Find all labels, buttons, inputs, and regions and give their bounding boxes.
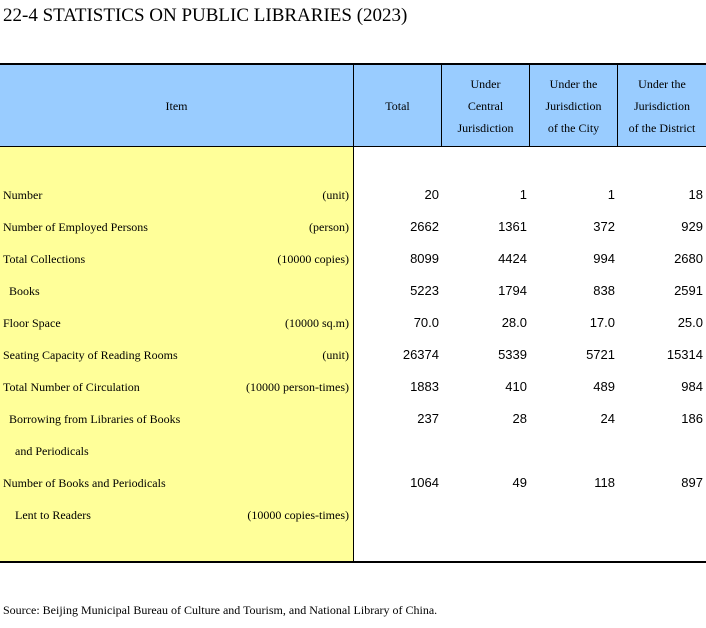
cell-central: 1361 bbox=[498, 219, 527, 234]
cell-city: 489 bbox=[593, 379, 615, 394]
row-unit: (10000 copies-times) bbox=[247, 508, 349, 522]
cell-city: 118 bbox=[594, 475, 615, 490]
cell-total: 237 bbox=[417, 411, 439, 426]
row-label: Number of Books and Periodicals bbox=[3, 476, 166, 490]
cell-district: 897 bbox=[681, 475, 703, 490]
page-title: 22-4 STATISTICS ON PUBLIC LIBRARIES (202… bbox=[3, 5, 408, 26]
cell-total: 1883 bbox=[410, 379, 439, 394]
row-label: Borrowing from Libraries of Books bbox=[9, 412, 181, 426]
cell-district: 18 bbox=[688, 187, 703, 202]
table-row: Lent to Readers (10000 copies-times) bbox=[0, 504, 706, 526]
cell-city: 1 bbox=[607, 187, 615, 202]
cell-total: 20 bbox=[424, 187, 439, 202]
cell-total: 8099 bbox=[410, 251, 439, 266]
cell-central: 410 bbox=[505, 379, 527, 394]
header-city: Under the Jurisdiction of the City bbox=[545, 76, 602, 135]
table-row: Number (unit) 20 1 1 18 bbox=[0, 184, 706, 206]
cell-total: 5223 bbox=[410, 283, 439, 298]
row-label: Number of Employed Persons bbox=[3, 220, 148, 234]
row-unit: (unit) bbox=[322, 188, 349, 202]
row-unit: (person) bbox=[309, 220, 349, 234]
row-unit: (unit) bbox=[322, 348, 349, 362]
column-divider bbox=[529, 65, 530, 147]
cell-central: 1794 bbox=[498, 283, 527, 298]
row-label: Total Collections bbox=[3, 252, 86, 266]
row-label: Total Number of Circulation bbox=[3, 380, 140, 394]
cell-district: 186 bbox=[681, 411, 703, 426]
row-unit: (10000 copies) bbox=[277, 252, 349, 266]
item-column-background bbox=[0, 147, 353, 561]
source-note: Source: Beijing Municipal Bureau of Cult… bbox=[3, 603, 438, 617]
cell-central: 28 bbox=[512, 411, 527, 426]
table-row: Seating Capacity of Reading Rooms (unit)… bbox=[0, 344, 706, 366]
cell-district: 15314 bbox=[666, 347, 703, 362]
row-label: Books bbox=[9, 284, 40, 298]
cell-total: 26374 bbox=[402, 347, 439, 362]
row-label: Floor Space bbox=[3, 316, 61, 330]
row-label: and Periodicals bbox=[15, 444, 89, 458]
header-item: Item bbox=[165, 98, 188, 113]
cell-city: 994 bbox=[593, 251, 615, 266]
cell-central: 49 bbox=[512, 475, 527, 490]
row-unit: (10000 sq.m) bbox=[285, 316, 349, 330]
table-top-rule bbox=[0, 63, 706, 65]
table-row: Total Number of Circulation (10000 perso… bbox=[0, 376, 706, 398]
cell-central: 4424 bbox=[498, 251, 527, 266]
row-unit: (10000 person-times) bbox=[246, 380, 349, 394]
cell-central: 1 bbox=[519, 187, 527, 202]
header-total: Total bbox=[385, 98, 410, 113]
row-label: Lent to Readers bbox=[15, 508, 91, 522]
table-row: Number of Employed Persons (person) 2662… bbox=[0, 216, 706, 238]
cell-district: 2680 bbox=[674, 251, 703, 266]
header-district: Under the Jurisdiction of the District bbox=[628, 76, 696, 135]
cell-city: 372 bbox=[593, 219, 615, 234]
row-label: Number bbox=[3, 188, 43, 202]
table-row: Total Collections (10000 copies) 8099 44… bbox=[0, 248, 706, 270]
row-label: Seating Capacity of Reading Rooms bbox=[3, 348, 178, 362]
header-central: Under Central Jurisdiction bbox=[457, 76, 514, 135]
table-bottom-rule bbox=[0, 561, 706, 563]
table-row: Number of Books and Periodicals 1064 49 … bbox=[0, 472, 706, 494]
cell-city: 24 bbox=[600, 411, 615, 426]
table-row: Floor Space (10000 sq.m) 70.0 28.0 17.0 … bbox=[0, 312, 706, 334]
table-row: Books 5223 1794 838 2591 bbox=[0, 280, 706, 302]
cell-total: 2662 bbox=[410, 219, 439, 234]
cell-city: 838 bbox=[593, 283, 615, 298]
cell-central: 28.0 bbox=[501, 315, 527, 330]
cell-district: 2591 bbox=[674, 283, 703, 298]
cell-city: 17.0 bbox=[589, 315, 615, 330]
column-divider bbox=[617, 65, 618, 147]
cell-total: 1064 bbox=[410, 475, 439, 490]
cell-district: 25.0 bbox=[677, 315, 703, 330]
cell-district: 984 bbox=[681, 379, 703, 394]
table-row: and Periodicals bbox=[0, 440, 706, 462]
cell-central: 5339 bbox=[498, 347, 527, 362]
column-divider bbox=[441, 65, 442, 147]
cell-city: 5721 bbox=[586, 347, 615, 362]
cell-total: 70.0 bbox=[413, 315, 439, 330]
column-divider bbox=[353, 65, 354, 561]
table-row: Borrowing from Libraries of Books 237 28… bbox=[0, 408, 706, 430]
cell-district: 929 bbox=[681, 219, 703, 234]
